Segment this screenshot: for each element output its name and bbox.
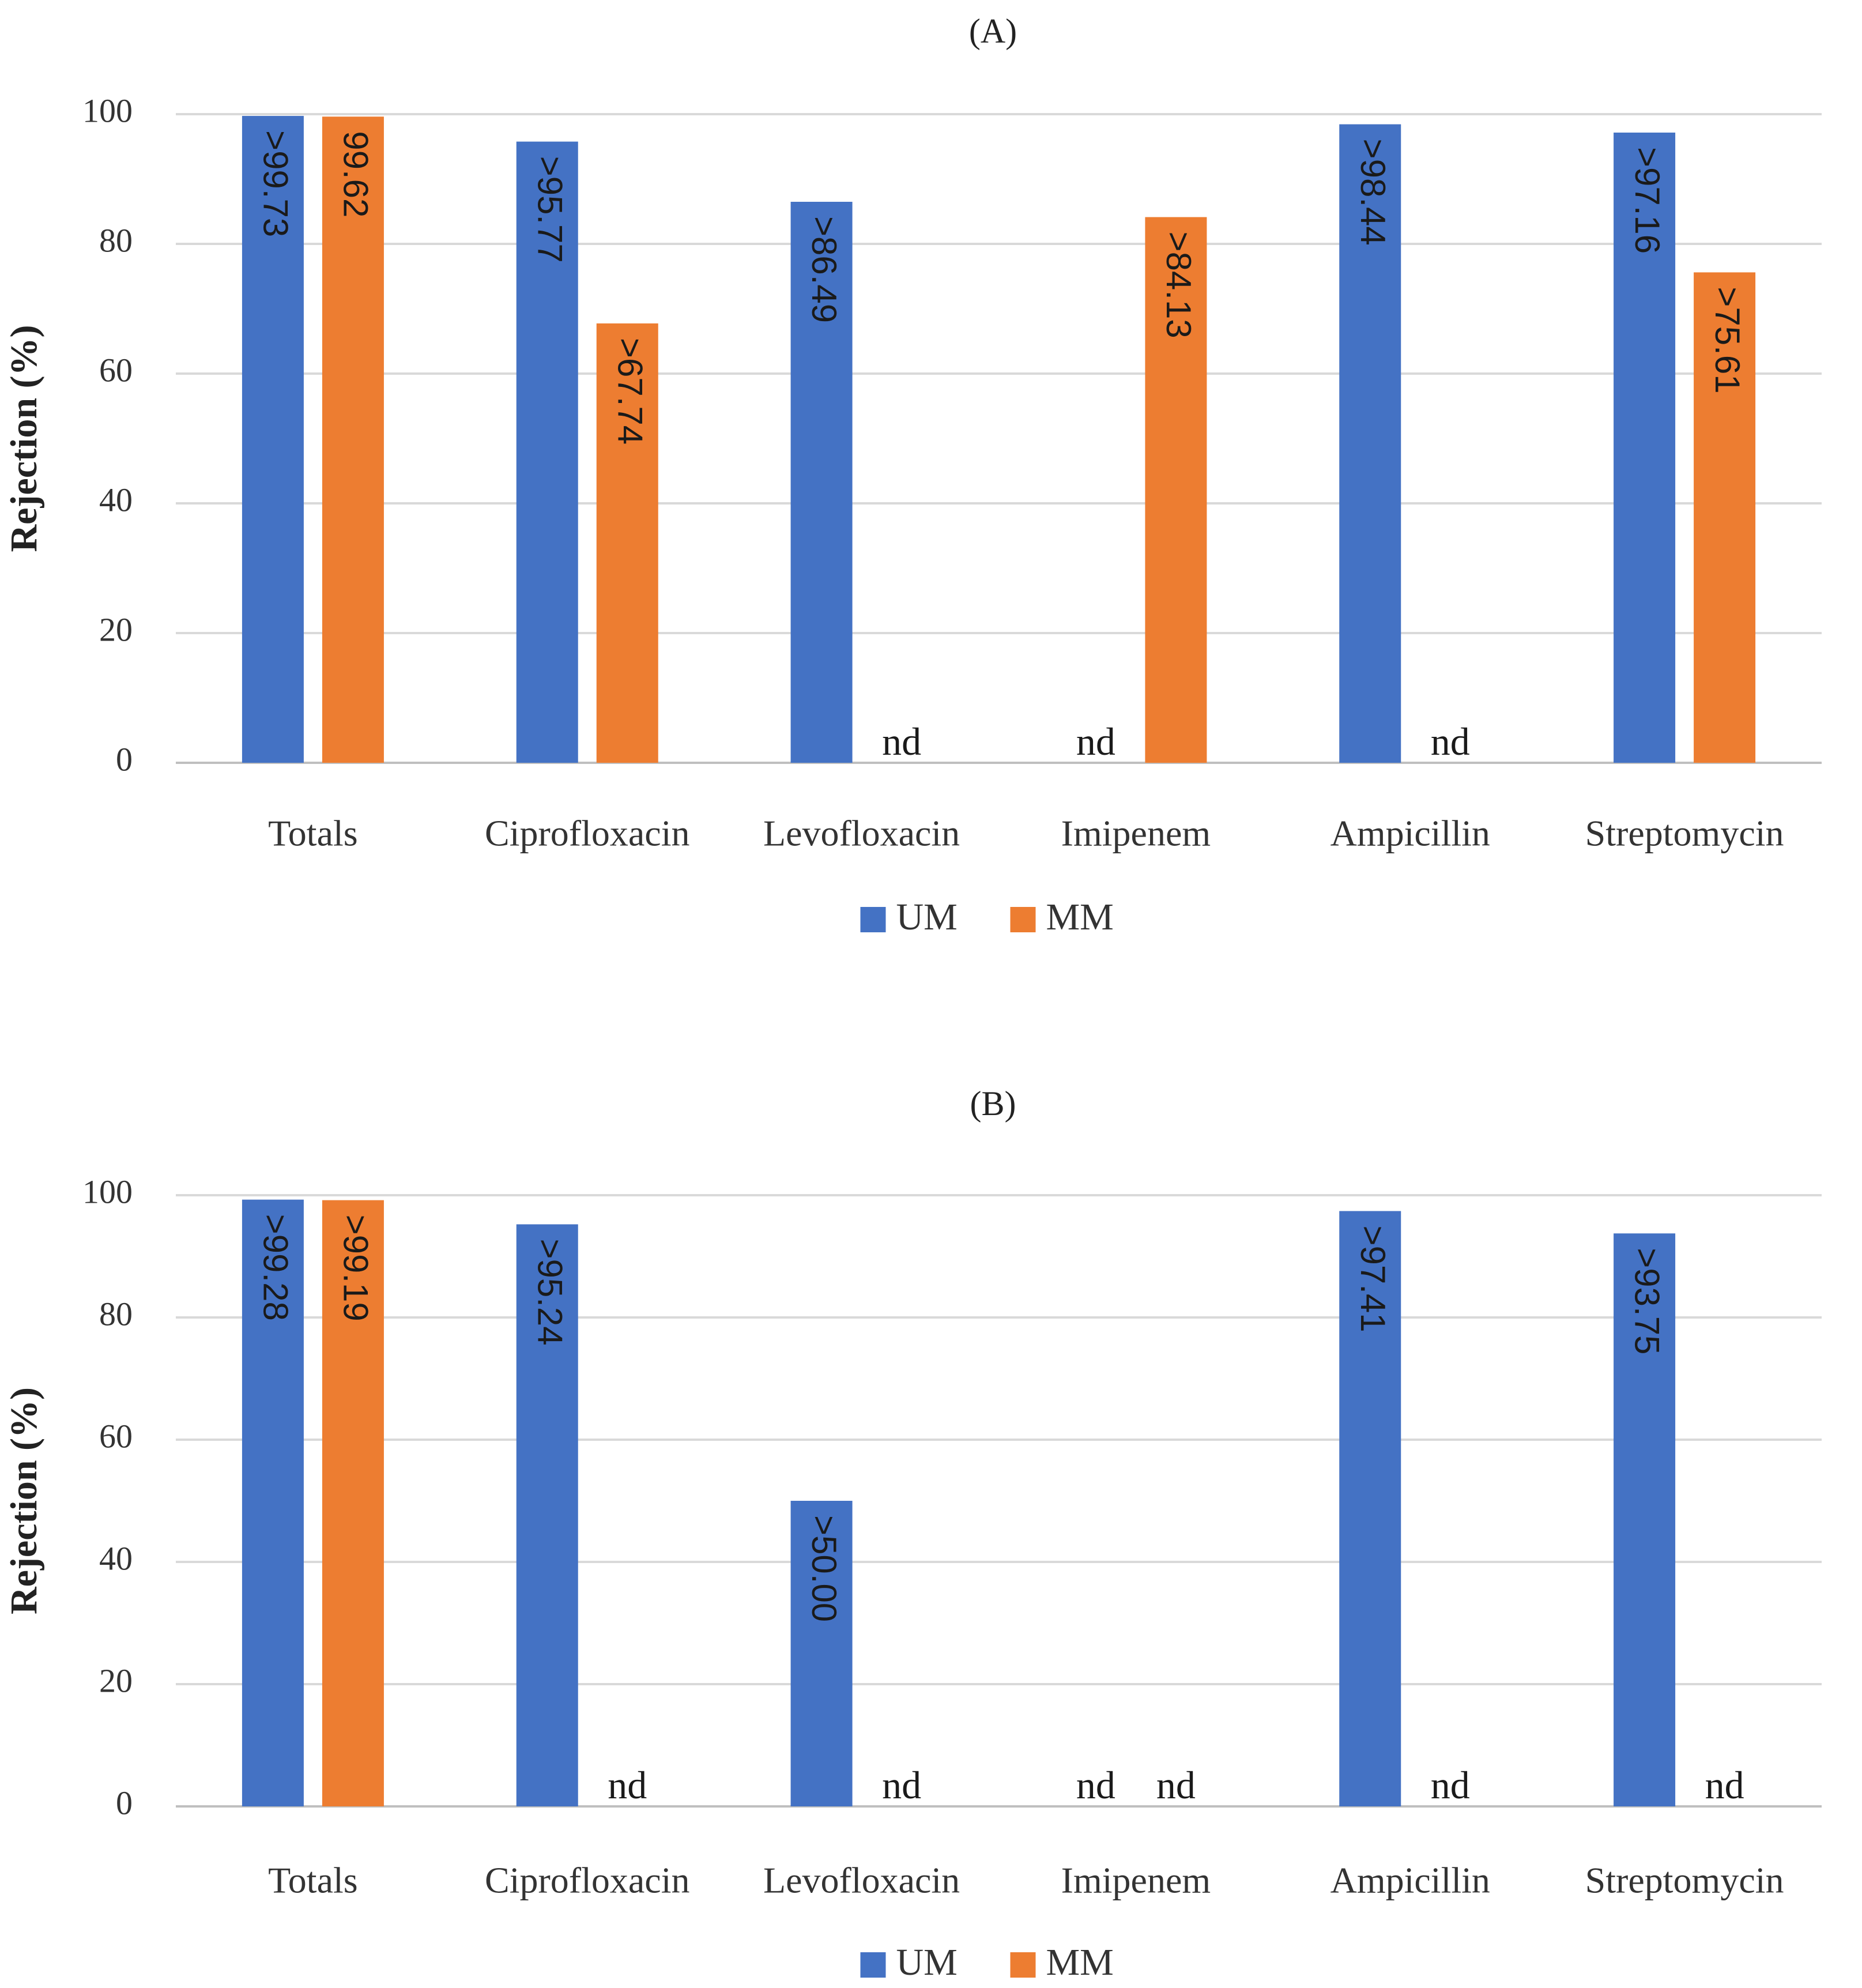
category-label: Ampicillin bbox=[1330, 1860, 1490, 1901]
nd-label: nd bbox=[882, 1763, 921, 1807]
bar-um bbox=[790, 1501, 853, 1806]
legend-swatch-mm bbox=[1010, 1952, 1036, 1978]
bar-um bbox=[1339, 124, 1401, 763]
y-tick-label: 80 bbox=[99, 221, 133, 259]
category-label: Totals bbox=[268, 813, 358, 854]
category-label: Imipenem bbox=[1061, 813, 1211, 854]
category-label: Levofloxacin bbox=[763, 813, 960, 854]
data-label: >84.13 bbox=[1159, 232, 1198, 338]
bar-um bbox=[1339, 1211, 1401, 1806]
bar-mm bbox=[322, 1200, 384, 1806]
nd-label: nd bbox=[608, 1763, 647, 1807]
bar-um bbox=[242, 116, 304, 763]
category-label: Streptomycin bbox=[1585, 813, 1784, 854]
bar-mm bbox=[322, 116, 384, 763]
data-label: >97.16 bbox=[1628, 147, 1667, 254]
y-tick-label: 60 bbox=[99, 1417, 133, 1455]
legend-label: UM bbox=[896, 1941, 958, 1983]
nd-label: nd bbox=[1431, 1763, 1470, 1807]
data-label: >99.73 bbox=[257, 130, 295, 237]
bar-um bbox=[516, 1224, 578, 1806]
bar-um bbox=[516, 141, 578, 763]
nd-label: nd bbox=[882, 720, 921, 763]
data-label: >67.74 bbox=[610, 338, 649, 445]
bar-um bbox=[790, 201, 853, 763]
data-label: >93.75 bbox=[1628, 1248, 1667, 1354]
data-label: 99.62 bbox=[337, 131, 375, 217]
chart-title: (A) bbox=[969, 12, 1017, 50]
data-label: >98.44 bbox=[1354, 139, 1392, 246]
category-label: Streptomycin bbox=[1585, 1860, 1784, 1901]
bar-um bbox=[242, 1199, 304, 1806]
nd-label: nd bbox=[1431, 720, 1470, 763]
nd-label: nd bbox=[1156, 1763, 1196, 1807]
bar-um bbox=[1614, 132, 1676, 763]
bar-mm bbox=[596, 323, 658, 763]
legend-swatch-mm bbox=[1010, 907, 1036, 932]
y-tick-label: 20 bbox=[99, 1662, 133, 1699]
bar-mm bbox=[1694, 272, 1756, 763]
y-tick-label: 80 bbox=[99, 1295, 133, 1332]
category-label: Totals bbox=[268, 1860, 358, 1901]
y-tick-label: 100 bbox=[82, 1173, 133, 1210]
y-tick-label: 40 bbox=[99, 1539, 133, 1577]
bar-um bbox=[1614, 1233, 1676, 1806]
legend-label: UM bbox=[896, 896, 958, 938]
category-label: Imipenem bbox=[1061, 1860, 1211, 1901]
legend-label: MM bbox=[1046, 1941, 1114, 1983]
chart-title: (B) bbox=[970, 1085, 1016, 1123]
data-label: >86.49 bbox=[805, 216, 843, 323]
data-label: >99.28 bbox=[257, 1214, 295, 1321]
legend-swatch-um bbox=[860, 907, 886, 932]
y-tick-label: 0 bbox=[116, 1784, 133, 1821]
chart-b: (B) 0 20 40 60 80 100 Rejection (%) >99.28 >99.19… bbox=[3, 1085, 1822, 1983]
nd-label: nd bbox=[1705, 1763, 1744, 1807]
data-label: >95.77 bbox=[530, 156, 569, 263]
bar-mm bbox=[1145, 217, 1207, 763]
y-axis-label: Rejection (%) bbox=[3, 325, 45, 552]
category-label: Ampicillin bbox=[1330, 813, 1490, 854]
y-axis-label: Rejection (%) bbox=[3, 1387, 45, 1614]
chart-a: (A) 0 20 40 60 80 100 Rejection (%) >99.73 99.62 T… bbox=[3, 12, 1822, 938]
nd-label: nd bbox=[1076, 720, 1115, 763]
legend-swatch-um bbox=[860, 1952, 886, 1978]
y-tick-label: 40 bbox=[99, 481, 133, 518]
category-label: Ciprofloxacin bbox=[485, 1860, 689, 1901]
y-tick-label: 60 bbox=[99, 351, 133, 389]
nd-label: nd bbox=[1076, 1763, 1115, 1807]
category-label: Ciprofloxacin bbox=[485, 813, 689, 854]
data-label: >95.24 bbox=[530, 1238, 569, 1345]
data-label: >97.41 bbox=[1354, 1225, 1392, 1332]
y-tick-label: 20 bbox=[99, 611, 133, 648]
category-label: Levofloxacin bbox=[763, 1860, 960, 1901]
y-tick-label: 100 bbox=[82, 92, 133, 129]
data-label: >99.19 bbox=[337, 1215, 375, 1321]
data-label: >50.00 bbox=[805, 1515, 843, 1622]
legend-label: MM bbox=[1046, 896, 1114, 938]
y-tick-label: 0 bbox=[116, 740, 133, 778]
data-label: >75.61 bbox=[1708, 287, 1747, 393]
